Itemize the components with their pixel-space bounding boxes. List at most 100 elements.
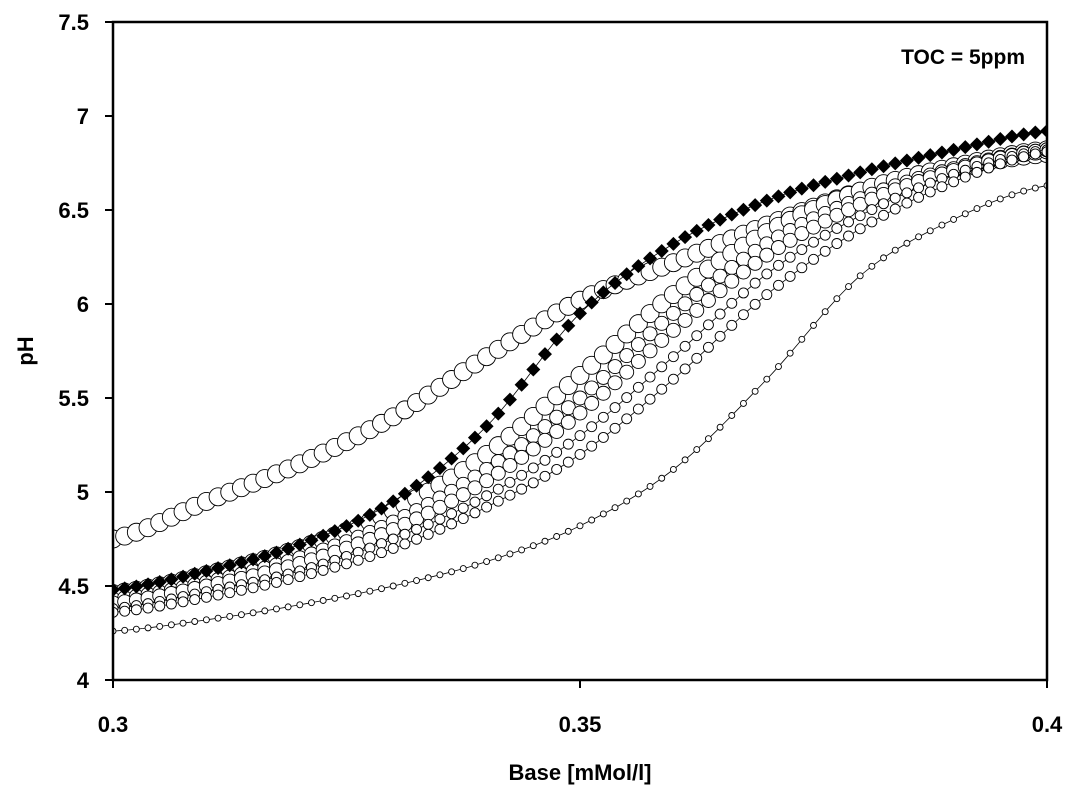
data-point-diamond [701,218,716,233]
data-point-circle [868,262,876,270]
data-point-circle [1020,187,1028,195]
data-point-circle [1029,148,1041,160]
data-point-circle [621,413,633,425]
data-point-circle [584,395,600,411]
data-point-circle [586,440,598,452]
data-point-circle [763,375,771,383]
data-point-circle [376,538,387,550]
data-point-circle [623,497,631,505]
y-tick-label: 7 [77,104,89,129]
data-point-circle [700,293,716,308]
data-point-diamond [584,295,599,310]
data-point-diamond [327,524,342,539]
data-point-circle [644,393,656,405]
data-point-circle [434,513,446,525]
data-point-circle [854,210,866,222]
data-point-circle [747,255,763,271]
data-point-circle [259,579,271,591]
data-point-circle [926,227,934,235]
data-point-circle [784,270,796,282]
data-point-circle [866,204,878,215]
y-tick-label: 6 [77,292,89,317]
data-point-circle [985,200,993,208]
data-point-circle [950,215,958,223]
data-point-circle [619,348,635,364]
data-point-circle [642,326,658,342]
data-point-circle [541,537,549,545]
data-point-diamond [853,165,868,180]
data-point-diamond [771,189,786,204]
data-point-circle [679,363,691,375]
data-point-circle [586,421,598,433]
data-point-diamond [113,582,120,597]
data-point-circle [469,507,481,519]
data-point-circle [973,205,981,213]
data-point-circle [576,522,584,530]
data-point-diamond [211,561,226,576]
series-5 [113,144,1047,615]
data-point-diamond [1040,124,1047,139]
data-point-circle [599,510,607,518]
data-point-circle [843,216,854,228]
data-point-circle [880,254,887,262]
data-point-circle [284,603,292,611]
data-point-circle [630,337,646,353]
data-point-diamond [666,236,681,251]
data-point-circle [959,171,971,183]
data-point-circle [749,277,761,289]
data-point-diamond [783,185,798,200]
data-point-circle [249,609,257,617]
data-point-circle [798,335,806,343]
data-point-circle [642,343,658,359]
data-point-circle [481,501,493,513]
data-point-diamond [736,202,751,217]
data-point-diamond [713,212,728,227]
data-point-circle [483,558,491,566]
data-point-circle [504,476,516,488]
data-point-circle [845,283,852,291]
data-point-diamond [619,267,634,282]
data-point-circle [681,456,689,464]
data-point-circle [654,332,670,348]
data-point-circle [994,158,1006,170]
data-point-circle [560,414,576,430]
data-point-circle [527,462,539,474]
data-point-circle [144,624,152,632]
data-point-circle [924,186,936,198]
data-point-circle [749,298,761,310]
data-point-diamond [981,134,996,149]
data-point-diamond [1028,125,1043,140]
data-point-circle [936,181,948,193]
data-point-circle [413,577,420,585]
data-point-circle [504,489,516,501]
data-point-diamond [467,430,482,445]
data-point-diamond [934,145,949,160]
series-1 [113,144,1047,549]
data-point-diamond [351,513,366,528]
data-point-circle [786,349,794,357]
data-point-circle [494,554,502,562]
data-point-circle [189,594,201,605]
data-point-diamond [561,318,576,333]
data-point-circle [771,240,786,255]
data-point-circle [518,546,526,554]
data-point-circle [728,412,736,419]
data-point-circle [856,272,864,280]
data-point-circle [142,602,154,614]
data-point-diamond [654,243,669,258]
data-point-circle [306,568,317,579]
data-point-circle [751,387,759,395]
data-point-circle [646,482,654,490]
data-point-circle [490,465,506,481]
data-point-circle [387,533,399,545]
data-point-circle [436,571,444,579]
data-point-circle [212,589,224,601]
data-point-circle [738,287,749,299]
data-point-diamond [421,470,436,485]
data-point-circle [658,474,666,482]
data-point-circle [352,554,364,566]
data-point-circle [611,504,619,512]
data-point-circle [819,245,831,257]
data-point-circle [457,502,469,514]
data-point-circle [831,238,843,249]
